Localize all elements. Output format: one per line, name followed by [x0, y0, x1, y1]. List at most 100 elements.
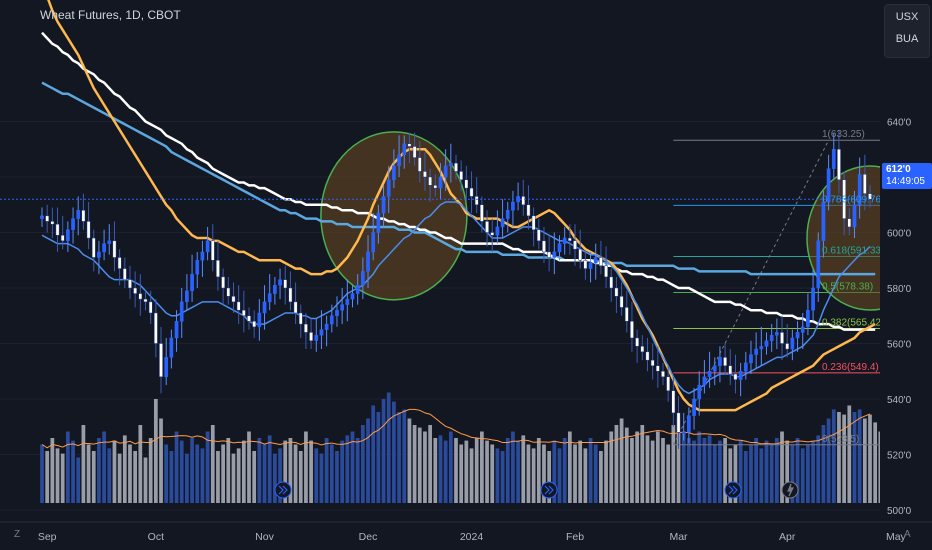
lightning-icon[interactable]	[781, 481, 799, 499]
candle	[309, 318, 313, 350]
candle-body	[112, 240, 117, 258]
time-tick-label: Oct	[148, 531, 164, 543]
candle-body	[443, 165, 448, 178]
candle-body	[837, 149, 841, 181]
candle	[148, 290, 153, 325]
candle-body	[257, 312, 262, 328]
candle-body	[774, 332, 779, 336]
candle-body	[71, 218, 75, 230]
dividend-event-icon[interactable]	[540, 481, 558, 499]
candle-body	[55, 223, 60, 236]
candle	[195, 251, 200, 288]
currency-selector[interactable]: USX BUA	[884, 4, 930, 58]
candle	[557, 235, 562, 261]
candle-body	[795, 332, 800, 339]
volume-bar	[423, 431, 427, 503]
volume-bar	[459, 444, 464, 503]
candle-body	[676, 412, 681, 433]
candle-body	[60, 235, 65, 242]
volume-bar	[723, 438, 727, 503]
candle	[474, 177, 479, 214]
time-tick-label: May	[886, 531, 907, 543]
candle-body	[407, 143, 412, 147]
volume-bar	[759, 448, 764, 503]
candle-body	[117, 257, 122, 269]
price-axis	[880, 0, 932, 550]
volume-bar	[267, 435, 272, 503]
volume-bar	[599, 451, 603, 503]
candle	[821, 190, 826, 258]
candle	[143, 290, 148, 311]
volume-bar	[91, 451, 96, 503]
volume-bar	[102, 431, 106, 503]
candle-body	[614, 287, 619, 297]
volume-bar	[495, 448, 500, 503]
dividend-event-icon[interactable]	[724, 481, 742, 499]
volume-bar	[516, 440, 520, 503]
candle-body	[247, 315, 251, 322]
candle-body	[397, 154, 401, 167]
candle	[650, 343, 655, 380]
candle-body	[816, 240, 821, 289]
candle-body	[340, 304, 345, 311]
candle	[697, 371, 702, 416]
candle	[417, 140, 422, 183]
volume-bar	[128, 444, 132, 503]
candle	[671, 376, 676, 427]
candle	[811, 268, 815, 322]
candle-body	[547, 251, 552, 258]
candle	[102, 229, 106, 261]
volume-bar	[138, 425, 143, 503]
candle-body	[697, 384, 702, 400]
candle-body	[350, 293, 355, 300]
candle	[500, 199, 505, 239]
volume-bar	[66, 431, 70, 503]
last-price-tag: 612'0 14:49:05	[882, 163, 932, 189]
candle-body	[511, 201, 515, 211]
candle	[454, 154, 458, 180]
volume-bar	[448, 431, 453, 503]
candle-body	[526, 204, 531, 217]
candle	[169, 329, 174, 369]
volume-bar	[81, 425, 86, 503]
candle	[371, 213, 376, 261]
volume-bar	[50, 438, 55, 503]
timezone-button[interactable]: Z	[14, 529, 20, 540]
candle	[164, 337, 169, 386]
candle	[562, 226, 567, 255]
volume-bar	[402, 409, 407, 503]
candle-body	[769, 334, 774, 341]
candle	[423, 152, 427, 191]
candle-body	[241, 309, 246, 317]
candle	[635, 329, 639, 363]
candle-body	[702, 376, 707, 386]
candle	[153, 299, 158, 358]
volume-bar	[749, 444, 753, 503]
volume-bar	[200, 448, 205, 503]
volume-bar	[159, 418, 163, 503]
fib-level-label: 1(633.25)	[822, 129, 865, 140]
volume-bar	[837, 412, 841, 503]
volume-bar	[190, 438, 194, 503]
volume-bar	[562, 438, 567, 503]
fib-level-label: 0(523.5)	[822, 434, 859, 445]
candle-body	[764, 340, 769, 347]
candle-body	[143, 298, 148, 303]
volume-bar	[842, 414, 846, 503]
dividend-event-icon[interactable]	[274, 481, 292, 499]
auto-scale-button[interactable]: A	[904, 529, 911, 540]
volume-bar	[480, 431, 484, 503]
candle-body	[164, 357, 169, 378]
candle	[50, 207, 55, 239]
time-tick-label: Nov	[255, 531, 274, 543]
candle-body	[666, 376, 671, 391]
candle-body	[392, 165, 396, 181]
volume-bar	[252, 451, 257, 503]
volume-bar	[536, 438, 541, 503]
candle	[185, 274, 189, 311]
volume-bar	[236, 448, 241, 503]
auto-scale-glyph: A	[904, 529, 911, 540]
candle-body	[495, 226, 500, 236]
candle	[831, 132, 836, 180]
